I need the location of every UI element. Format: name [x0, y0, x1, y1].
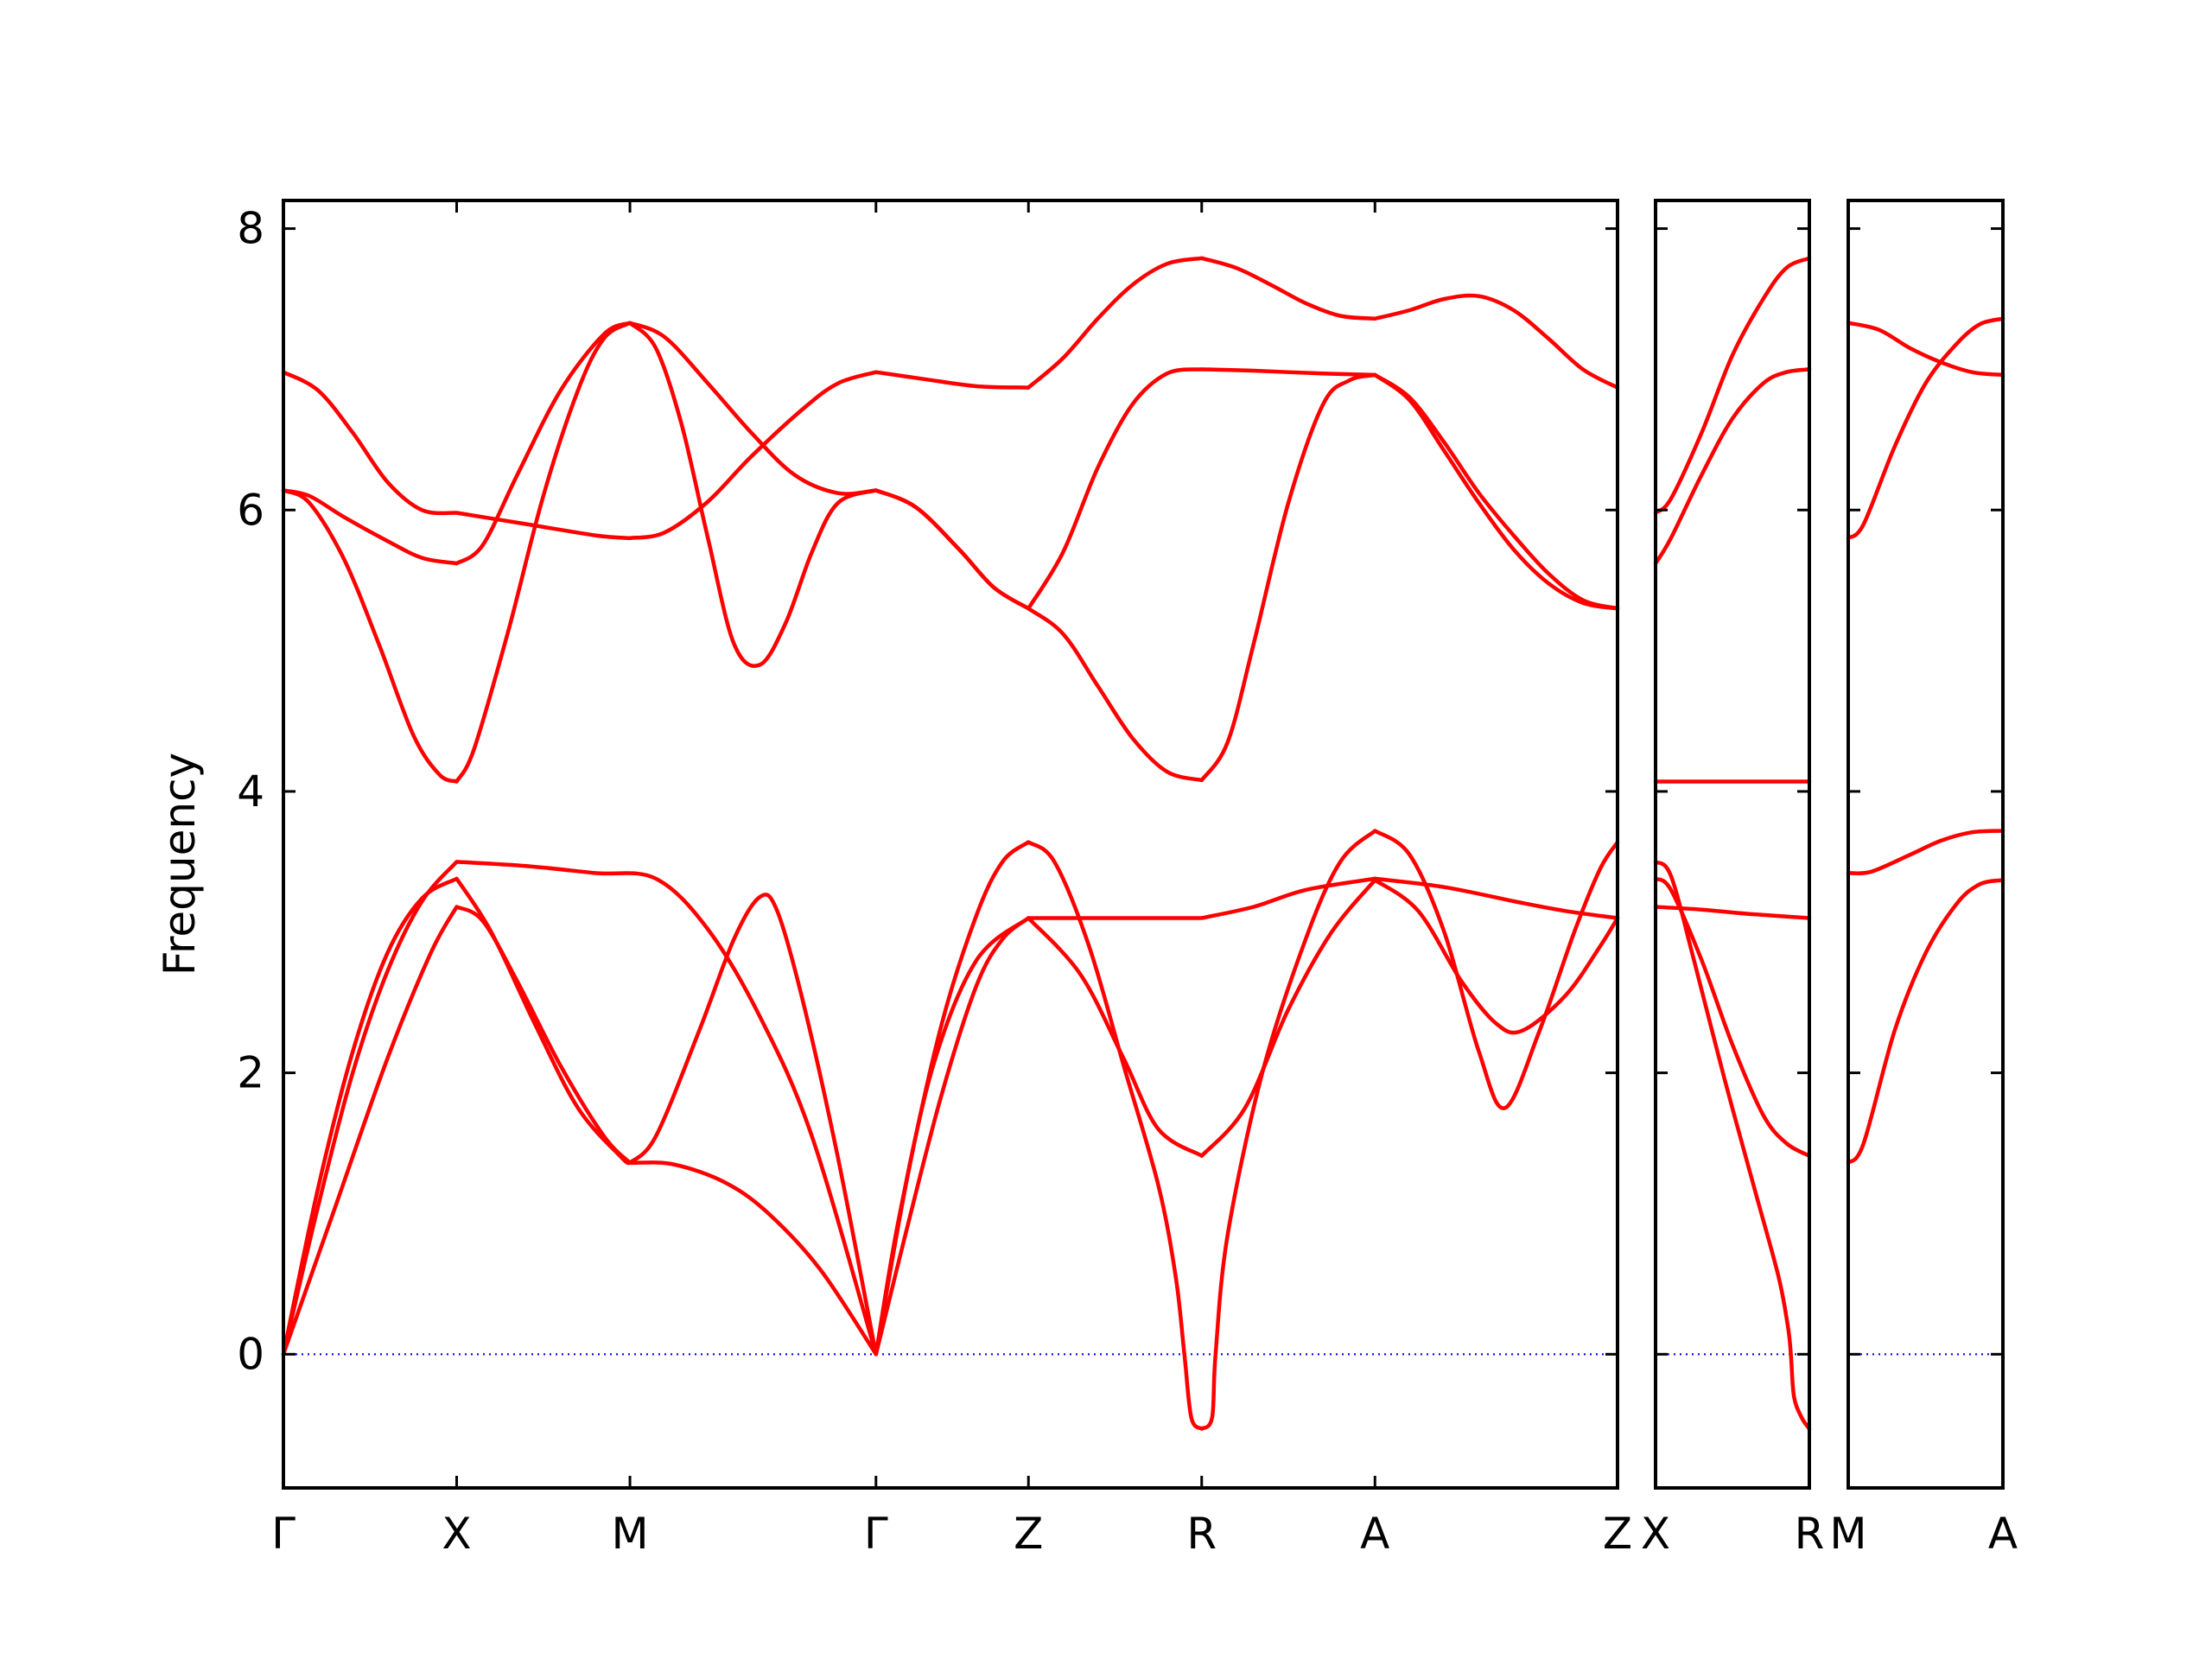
x-tick-label: Γ	[864, 1509, 888, 1559]
x-tick-label: Z	[1603, 1509, 1632, 1559]
band-series-panel-2-6	[1653, 905, 1812, 920]
x-tick-label: X	[442, 1509, 471, 1559]
band-series-panel-1-4	[281, 256, 1620, 541]
band-series-panel-2-2	[1653, 367, 1812, 566]
band-series-panel-1-1	[281, 829, 1620, 1431]
y-tick-label: 6	[237, 485, 264, 535]
x-tick-label: M	[1829, 1509, 1866, 1559]
plot-frame-panel-3	[1847, 199, 2005, 1490]
band-series-panel-3-4	[1846, 878, 2005, 1166]
x-tick-label: Z	[1014, 1509, 1043, 1559]
y-axis-title: Frequency	[155, 753, 205, 976]
x-tick-label: A	[1988, 1509, 2018, 1559]
band-series-panel-2-5	[1653, 876, 1812, 1158]
plot-frame-panel-2	[1654, 199, 1811, 1490]
band-series-panel-1-6	[281, 321, 1620, 784]
x-tick-label: Γ	[271, 1509, 296, 1559]
x-tick-label: X	[1641, 1509, 1670, 1559]
x-tick-label: R	[1186, 1509, 1217, 1559]
band-series-panel-3-1	[1846, 321, 2005, 378]
x-tick-label: M	[611, 1509, 648, 1559]
y-tick-label: 0	[237, 1329, 264, 1379]
y-tick-label: 8	[237, 204, 264, 254]
y-tick-label: 4	[237, 766, 264, 817]
band-series-panel-1-5	[281, 321, 1620, 783]
x-tick-label: R	[1795, 1509, 1825, 1559]
band-series-panel-3-2	[1846, 316, 2005, 541]
band-series-panel-2-1	[1653, 256, 1812, 515]
band-series-panel-1-3	[281, 876, 1620, 1357]
plot-frame-panel-1	[282, 199, 1619, 1490]
band-series-panel-2-4	[1653, 860, 1812, 1431]
band-series-panel-3-3	[1846, 829, 2005, 876]
y-tick-label: 2	[237, 1048, 264, 1098]
x-tick-label: A	[1360, 1509, 1389, 1559]
band-series-panel-1-2	[281, 876, 1620, 1357]
